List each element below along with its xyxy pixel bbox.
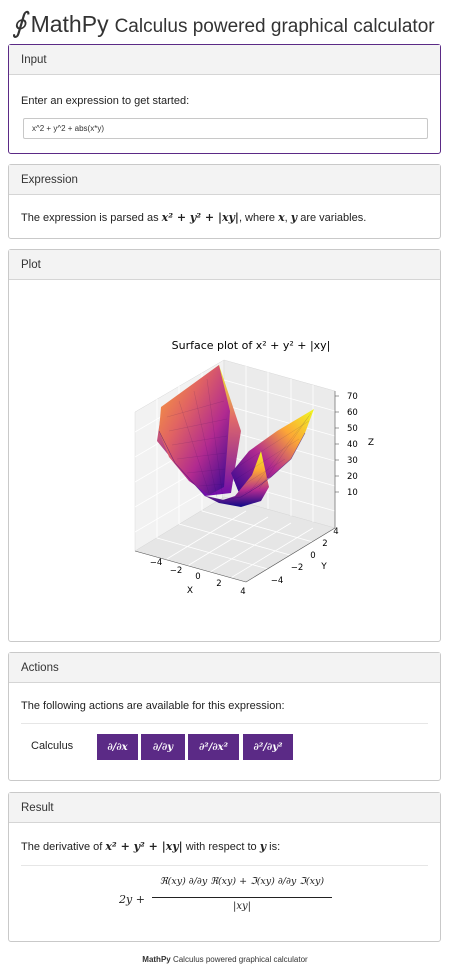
actions-divider (21, 723, 428, 724)
expression-card-title: Expression (9, 165, 440, 195)
expression-text-middle: , where (238, 212, 279, 224)
surface-mesh (157, 365, 314, 507)
variable-y: y (290, 211, 298, 224)
x-axis-label: X (187, 586, 193, 596)
x-tick-label: −2 (170, 566, 183, 576)
surface-plot: Surface plot of x² + y² + |xy| (134, 339, 374, 597)
parsed-expression: x² + y² + |xy| (161, 211, 239, 224)
derivative-lead-term: 2y + (119, 893, 145, 906)
input-card: Input Enter an expression to get started… (8, 44, 441, 154)
z-axis-ticks: 10 20 30 40 50 60 70 (347, 392, 358, 498)
result-text-middle: with respect to (182, 841, 260, 853)
x-tick-label: 2 (216, 579, 221, 589)
result-description: The derivative of x² + y² + |xy| with re… (21, 840, 280, 853)
y-tick-label: −4 (271, 576, 284, 586)
z-axis-label: Z (368, 438, 374, 448)
variable-x: x (278, 211, 285, 224)
x-tick-label: 0 (195, 572, 200, 582)
x-axis-ticks: −4 −2 0 2 4 (150, 558, 246, 597)
app-tagline: Calculus powered graphical calculator (114, 16, 435, 37)
footer-brand: MathPy (142, 955, 171, 964)
integral-logo-icon: ∮ (12, 6, 27, 39)
actions-description: The following actions are available for … (21, 700, 285, 712)
result-divider (21, 865, 428, 866)
x-tick-label: 4 (240, 587, 245, 597)
expression-text-before: The expression is parsed as (21, 212, 162, 224)
result-text-after: is: (266, 841, 281, 853)
derivative-denominator: |xy| (232, 901, 252, 912)
second-partial-y-button[interactable]: ∂²/∂y² (243, 734, 293, 760)
result-card-title: Result (9, 793, 440, 823)
result-expression: x² + y² + |xy| (105, 840, 183, 853)
expression-card: Expression The expression is parsed as x… (8, 164, 441, 239)
actions-card: Actions The following actions are availa… (8, 652, 441, 781)
second-partial-x-button[interactable]: ∂²/∂x² (188, 734, 239, 760)
z-tick-label: 10 (347, 488, 358, 498)
y-tick-label: −2 (291, 563, 304, 573)
z-tick-label: 60 (347, 408, 358, 418)
z-tick-label: 50 (347, 424, 358, 434)
z-tick-label: 40 (347, 440, 358, 450)
expression-description: The expression is parsed as x² + y² + |x… (21, 211, 366, 224)
plot-card-title: Plot (9, 250, 440, 280)
y-tick-label: 2 (322, 539, 327, 549)
partial-x-button[interactable]: ∂/∂x (97, 734, 138, 760)
expression-text-after: are variables. (297, 212, 367, 224)
result-text-before: The derivative of (21, 841, 106, 853)
calculus-group-label: Calculus (31, 740, 74, 752)
app-header: ∮ MathPy Calculus powered graphical calc… (12, 6, 435, 40)
y-tick-label: 0 (310, 551, 315, 561)
partial-y-button[interactable]: ∂/∂y (141, 734, 185, 760)
x-tick-label: −4 (150, 558, 163, 568)
result-card: Result The derivative of x² + y² + |xy| … (8, 792, 441, 942)
z-tick-label: 20 (347, 472, 358, 482)
z-tick-label: 30 (347, 456, 358, 466)
input-prompt: Enter an expression to get started: (21, 95, 190, 107)
plot-title: Surface plot of x² + y² + |xy| (172, 339, 331, 352)
y-tick-label: 4 (333, 527, 338, 537)
expression-comma: , (284, 212, 291, 224)
y-axis-ticks: −4 −2 0 2 4 (271, 527, 339, 586)
result-variable: y (259, 840, 267, 853)
input-card-title: Input (9, 45, 440, 75)
derivative-numerator: ℜ(xy) ∂/∂y ℜ(xy) + ℑ(xy) ∂/∂y ℑ(xy) (159, 876, 325, 887)
app-name: MathPy (30, 11, 109, 37)
z-tick-label: 70 (347, 392, 358, 402)
footer-text: Calculus powered graphical calculator (170, 955, 308, 964)
y-axis-label: Y (320, 562, 327, 572)
fraction-bar (152, 897, 332, 898)
footer: MathPy Calculus powered graphical calcul… (0, 955, 450, 964)
plot-card: Plot (8, 249, 441, 642)
expression-input[interactable] (23, 118, 428, 139)
actions-card-title: Actions (9, 653, 440, 683)
